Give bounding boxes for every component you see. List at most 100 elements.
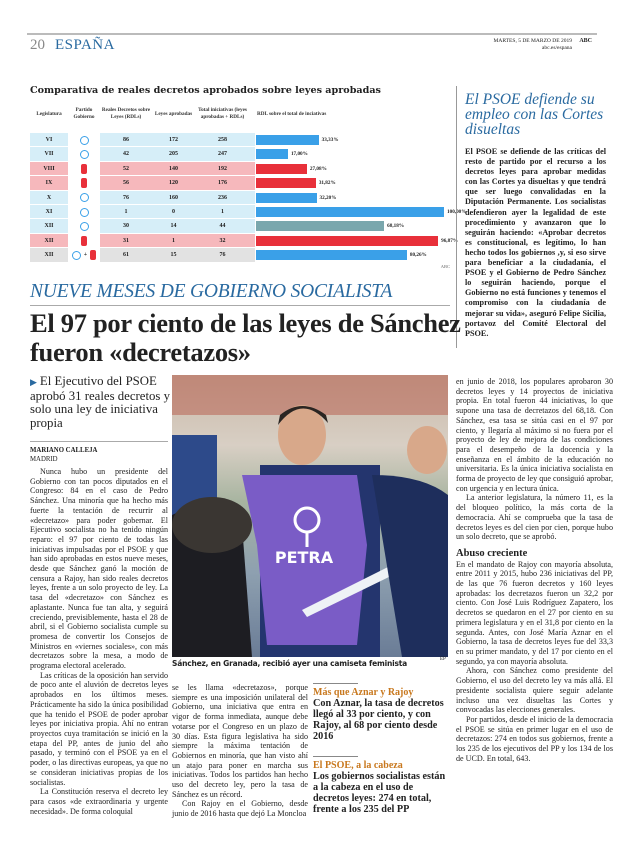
table-row: X 76 160 236 32,20% (30, 190, 450, 205)
psoe-logo-icon (81, 163, 87, 174)
total-cell: 76 (219, 252, 226, 259)
legislatura-cell: VIII (43, 165, 55, 172)
leyes-cell: 160 (169, 194, 178, 201)
leyes-cell: 120 (169, 180, 178, 187)
section-title: ESPAÑA (55, 37, 115, 53)
article-column-3: en junio de 2018, los populares aprobaro… (456, 377, 613, 763)
pct-label: 32,20% (319, 194, 337, 201)
rdl-cell: 52 (123, 165, 129, 172)
news-photo: PETRA (172, 375, 448, 657)
callout-kicker: El PSOE, a la cabeza (313, 760, 403, 771)
column-header: Total iniciativas (leyes aprobadas + RDL… (198, 107, 247, 120)
shirt-text: PETRA (275, 548, 334, 567)
callout-text: Los gobiernos socialistas están a la cab… (313, 771, 446, 815)
pp-logo-icon (79, 221, 89, 231)
pp-logo-icon (79, 193, 89, 203)
party-cell (68, 161, 100, 176)
photo-illustration: PETRA (172, 375, 448, 657)
pct-bar (256, 192, 317, 203)
divider (30, 305, 450, 306)
brand: ABC (579, 38, 592, 44)
column-header: Leyes aprobadas (154, 110, 193, 117)
photo-credit: EP (440, 657, 446, 662)
total-cell: 176 (218, 180, 227, 187)
table-row: VIII 52 140 192 27,08% (30, 161, 450, 177)
psoe-logo-icon (81, 235, 87, 246)
paragraph: La anterior legislatura, la número 11, e… (456, 493, 613, 542)
total-cell: 258 (218, 137, 227, 143)
leyes-cell: 140 (169, 165, 178, 172)
legislatura-cell: X (46, 194, 52, 201)
sidebar-box: El PSOE defiende su empleo con las Corte… (456, 86, 614, 348)
paragraph: La Constitución reserva el decreto ley p… (30, 787, 168, 816)
total-cell: 44 (219, 223, 226, 230)
leyes-cell: 14 (170, 223, 177, 230)
party-cell (68, 233, 100, 248)
plus-icon: + (83, 252, 88, 259)
date-line: MARTES, 5 DE MARZO DE 2019 abc.es/espana (493, 38, 572, 52)
paragraph: Con Rajoy en el Gobierno, desde junio de… (172, 799, 308, 819)
photo-caption: Sánchez, en Granada, recibió ayer una ca… (172, 659, 407, 668)
page-number: 20 (30, 37, 45, 53)
pp-logo-icon (79, 149, 89, 159)
subhead-text: El Ejecutivo del PSOE aprobó 31 reales d… (30, 374, 170, 430)
pct-bar (256, 163, 307, 174)
pct-bar (256, 135, 319, 145)
pp-logo-icon (71, 250, 81, 260)
divider (30, 441, 168, 442)
paragraph: Nunca hubo un presidente del Gobierno co… (30, 467, 168, 671)
pct-label: 68,18% (387, 223, 405, 230)
paragraph: Por partidos, desde el inicio de la demo… (456, 714, 613, 763)
leyes-cell: 172 (169, 137, 178, 143)
legislatura-cell: XII (44, 237, 54, 244)
paragraph: Ahora, con Sánchez como presidente del G… (456, 666, 613, 715)
total-cell: 247 (218, 151, 227, 158)
rdl-cell: 42 (123, 151, 129, 158)
article-column-1: Nunca hubo un presidente del Gobierno co… (30, 467, 168, 816)
chart-title: Comparativa de reales decretos aprobados… (30, 85, 381, 96)
table-row: XI 1 0 1 100,00% (30, 205, 466, 220)
legislatura-cell: VII (44, 151, 54, 158)
paragraph: se les llama «decretazos», porque siempr… (172, 683, 308, 799)
divider (313, 683, 358, 684)
article-column-2: se les llama «decretazos», porque siempr… (172, 683, 308, 819)
location: MADRID (30, 456, 58, 463)
psoe-logo-icon (90, 250, 97, 261)
pct-bar (256, 178, 316, 189)
party-cell (68, 147, 100, 162)
rdl-cell: 30 (123, 223, 129, 230)
column-header: Reales Decretos sobre Leyes (RDLs) (101, 107, 151, 120)
byline: MARIANO CALLEJA MADRID (30, 446, 97, 464)
table-row: XII +61 15 76 80,26% (30, 248, 450, 263)
rdl-cell: 86 (123, 137, 129, 143)
table-row: IX 56 120 176 31,82% (30, 176, 450, 191)
paragraph: Las críticas de la oposición han servido… (30, 670, 168, 787)
column-header: Partido Gobierno (73, 107, 95, 120)
pct-label: 80,26% (409, 252, 427, 259)
psoe-logo-icon (81, 178, 87, 189)
paragraph: en junio de 2018, los populares aprobaro… (456, 377, 613, 493)
section-url: abc.es/espana (541, 45, 572, 51)
callout: El PSOE, a la cabeza Los gobiernos socia… (313, 756, 451, 815)
legislatura-cell: IX (45, 180, 53, 187)
column-header: RDL sobre el total de inciativas (257, 110, 327, 117)
leyes-cell: 15 (170, 252, 177, 259)
pct-bar (256, 221, 385, 232)
pct-label: 27,08% (309, 165, 327, 172)
rdl-cell: 61 (123, 252, 129, 259)
rdl-cell: 31 (123, 237, 129, 244)
total-cell: 192 (218, 165, 227, 172)
legislatura-cell: XI (45, 209, 53, 215)
leyes-cell: 0 (172, 209, 175, 215)
party-cell (68, 219, 100, 234)
pp-logo-icon (79, 207, 89, 217)
pct-bar (256, 149, 288, 160)
pct-label: 17,00% (290, 151, 308, 158)
party-cell (68, 205, 100, 219)
decrees-chart: Comparativa de reales decretos aprobados… (30, 85, 466, 275)
legislatura-cell: XII (44, 252, 54, 259)
legislatura-cell: VI (45, 137, 53, 143)
callout-kicker: Más que Aznar y Rajoy (313, 687, 414, 698)
subhead: ▶ El Ejecutivo del PSOE aprobó 31 reales … (30, 374, 170, 430)
paragraph: En el mandato de Rajoy con mayoría absol… (456, 559, 613, 666)
